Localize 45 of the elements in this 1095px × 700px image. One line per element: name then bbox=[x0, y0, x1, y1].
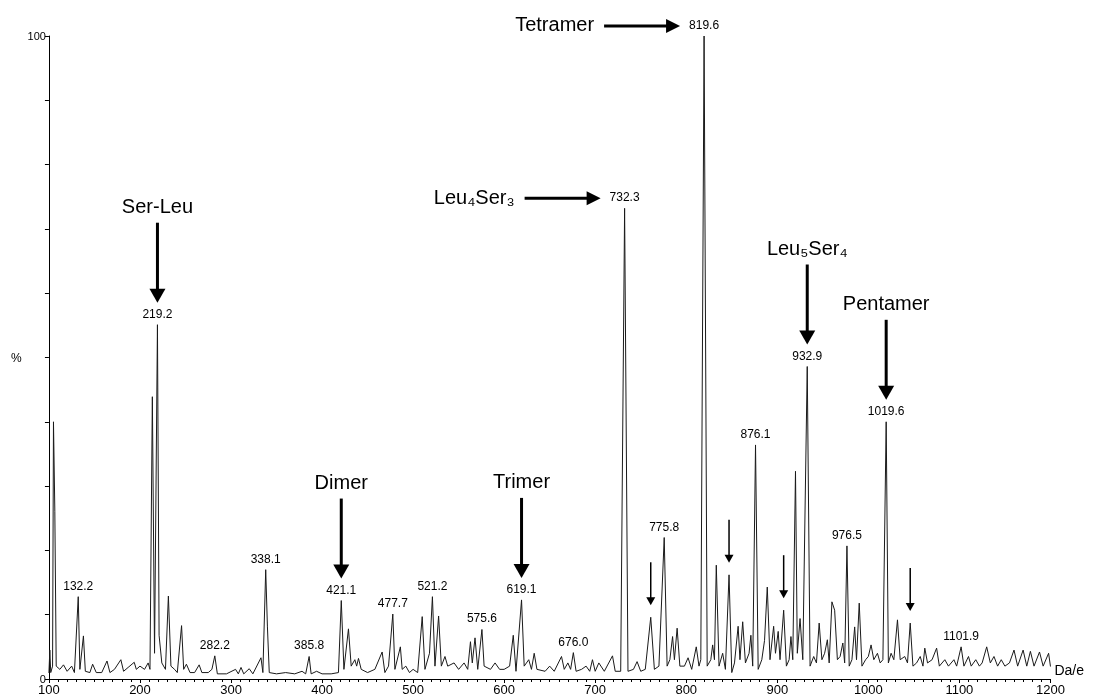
y-axis-title: % bbox=[11, 350, 22, 365]
x-tick-label: 500 bbox=[402, 682, 424, 697]
arrow-callout: Leu₄Ser₃ bbox=[433, 185, 601, 208]
x-axis-title: Da/e bbox=[1054, 662, 1085, 678]
annotation: 976.5 bbox=[831, 527, 863, 542]
annotation: Leu₄Ser₃ bbox=[433, 185, 515, 208]
annotation: 676.0 bbox=[558, 634, 589, 649]
annotation: 732.3 bbox=[609, 190, 640, 205]
x-tick-label: 600 bbox=[493, 682, 515, 697]
x-tick-label: 1100 bbox=[945, 682, 974, 697]
annotation: Trimer bbox=[493, 469, 551, 492]
annotation: 132.2 bbox=[63, 578, 94, 593]
line-series bbox=[48, 35, 1051, 675]
annotation: 219.2 bbox=[142, 306, 173, 321]
x-tick-label: 800 bbox=[675, 682, 698, 697]
x-tick-label: 1200 bbox=[1035, 682, 1065, 697]
annotation: 775.8 bbox=[649, 519, 680, 534]
annotation: 477.7 bbox=[377, 596, 409, 611]
x-tick-label: 1000 bbox=[853, 682, 883, 697]
annotation: 338.1 bbox=[250, 551, 282, 566]
annotation: 421.1 bbox=[326, 582, 357, 597]
annotation: 932.9 bbox=[792, 348, 823, 363]
annotation: 521.2 bbox=[417, 578, 448, 593]
annotation: Leu₅Ser₄ bbox=[766, 236, 848, 259]
annotation: 575.6 bbox=[466, 611, 498, 626]
arrow-callout: Tetramer bbox=[515, 13, 681, 36]
arrow-callout: Ser-Leu bbox=[121, 194, 194, 303]
arrow-callout: Dimer bbox=[314, 470, 368, 579]
x-tick-label: 300 bbox=[220, 682, 242, 697]
x-tick-label: 900 bbox=[766, 682, 789, 697]
x-tick-label: 700 bbox=[584, 682, 607, 697]
annotation: 819.6 bbox=[689, 18, 720, 32]
annotation: 1019.6 bbox=[867, 403, 905, 418]
arrow-callout: Trimer bbox=[493, 469, 551, 578]
x-tick-label: 100 bbox=[38, 682, 60, 697]
annotation: 385.8 bbox=[294, 638, 325, 653]
annotation: 876.1 bbox=[740, 426, 771, 441]
x-tick-label: 400 bbox=[311, 682, 333, 697]
annotation: Ser-Leu bbox=[121, 194, 194, 217]
annotation: 1101.9 bbox=[943, 628, 980, 643]
annotation: 619.1 bbox=[506, 581, 537, 596]
y-tick-label: 0 bbox=[39, 673, 46, 685]
annotation: Dimer bbox=[314, 470, 369, 493]
annotation: 282.2 bbox=[199, 637, 231, 652]
x-tick-label: 200 bbox=[129, 682, 151, 697]
